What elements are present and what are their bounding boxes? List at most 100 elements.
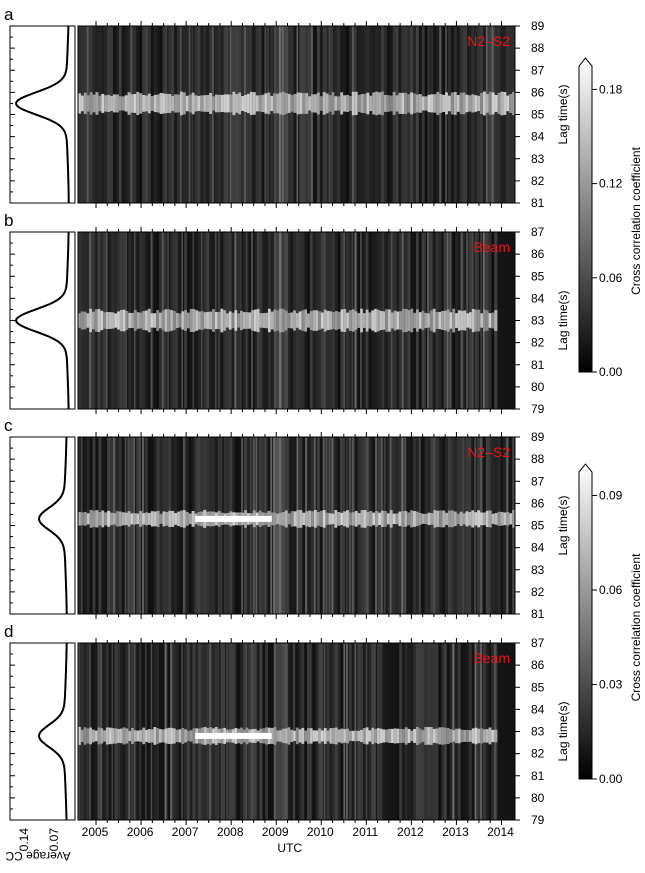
heatmap-band-cell (217, 94, 222, 113)
heatmap-band-cell (340, 728, 344, 744)
heatmap-band-cell (91, 311, 96, 330)
heatmap-band-cell (276, 730, 280, 742)
heatmap-band-cell (315, 310, 319, 331)
x-tick-label: 2008 (217, 825, 244, 839)
heatmap-band-cell (351, 730, 355, 742)
heatmap-band-cell (165, 93, 169, 114)
heatmap-column (506, 26, 510, 203)
heatmap-band-cell (395, 95, 399, 112)
heatmap-band-cell (175, 313, 179, 328)
heatmap-band-cell (374, 728, 378, 743)
heatmap-band-cell (98, 512, 102, 526)
heatmap-band-cell (232, 91, 236, 116)
heatmap-band-cell (186, 312, 191, 329)
heatmap-column (424, 437, 428, 614)
heatmap-band-cell (119, 728, 124, 744)
heatmap-column (494, 437, 498, 614)
heatmap-band-cell (203, 95, 207, 112)
average-cc-tick-label: 0.07 (47, 828, 61, 852)
heatmap-band-cell (284, 93, 289, 114)
heatmap-column (491, 437, 495, 614)
heatmap-band-cell (159, 513, 163, 524)
heatmap-band-cell (453, 511, 458, 527)
heatmap-band-cell (212, 96, 216, 111)
heatmap-band-cell (189, 308, 193, 332)
heatmap-band-cell (95, 92, 99, 115)
heatmap-band-cell (171, 510, 175, 527)
heatmap-band-cell (418, 94, 423, 113)
heatmap-band-cell (80, 311, 84, 330)
y-tick-label: 86 (531, 658, 545, 672)
heatmap-band-cell (214, 312, 219, 329)
heatmap-band-cell (145, 729, 149, 742)
heatmap-column (468, 26, 472, 203)
y-tick-label: 79 (531, 402, 545, 416)
heatmap-band-cell (477, 95, 481, 111)
heatmap-band-cell (147, 512, 152, 525)
heatmap-band-cell (142, 513, 146, 525)
heatmap-band-cell (491, 513, 495, 524)
heatmap-band-cell (104, 512, 108, 526)
heatmap-band-cell (124, 95, 128, 112)
heatmap-band-cell (115, 94, 120, 113)
heatmap-column (133, 26, 137, 203)
heatmap-band-cell (89, 727, 93, 745)
heatmap-streak (418, 437, 421, 614)
heatmap-column (112, 26, 117, 203)
heatmap-band-cell (150, 313, 154, 328)
heatmap-band-cell (110, 512, 114, 526)
heatmap-column (392, 437, 396, 614)
heatmap-band-cell (375, 511, 379, 527)
heatmap-band-cell (348, 730, 353, 741)
heatmap-band-cell (469, 730, 473, 742)
colorbar-title: Cross correlation coefficient (629, 146, 643, 295)
heatmap-column (185, 26, 190, 203)
heatmap-band-cell (331, 92, 335, 115)
heatmap-column (372, 437, 376, 614)
heatmap-band-cell (284, 728, 288, 744)
heatmap-band-cell (509, 513, 513, 525)
heatmap-streak (273, 437, 275, 614)
heatmap-column (456, 26, 461, 203)
heatmap-band-cell (86, 95, 91, 112)
heatmap-column (147, 437, 152, 614)
heatmap-band-cell (167, 727, 171, 744)
heatmap-band-cell (480, 92, 484, 114)
heatmap-band-cell (117, 311, 121, 330)
heatmap-column (497, 26, 501, 203)
y-tick-label: 81 (531, 769, 545, 783)
heatmap-band-cell (366, 511, 370, 526)
heatmap-streak (273, 232, 288, 409)
heatmap-band-cell (366, 92, 370, 115)
heatmap-band-cell (443, 310, 448, 331)
heatmap-band-cell (459, 92, 463, 115)
heatmap-column (136, 437, 140, 614)
heatmap-band-cell (127, 92, 131, 115)
heatmap-band-cell (107, 510, 111, 527)
heatmap-band-cell (415, 309, 420, 332)
heatmap-band-cell (125, 728, 129, 744)
heatmap-column (270, 26, 274, 203)
heatmap-band-cell (378, 92, 382, 115)
heatmap-column (147, 26, 152, 203)
heatmap-band-cell (267, 92, 271, 115)
heatmap-streak (142, 437, 144, 614)
heatmap-band-cell (153, 94, 158, 112)
heatmap-band-cell (156, 510, 160, 527)
heatmap-band-cell (186, 730, 191, 741)
heatmap-band-cell (133, 730, 138, 742)
y-tick-label: 89 (531, 19, 545, 33)
heatmap-band-cell (332, 728, 336, 744)
heatmap-band-cell (410, 510, 414, 528)
heatmap-band-cell (357, 730, 361, 741)
heatmap-band-cell (80, 95, 85, 112)
heatmap-band-cell (468, 95, 472, 112)
heatmap-streak (348, 437, 351, 614)
heatmap-band-cell (485, 310, 489, 331)
heatmap-band-cell (340, 512, 344, 525)
heatmap-band-cell (237, 313, 241, 328)
heatmap-streak (296, 26, 299, 203)
heatmap-band-cell (95, 510, 99, 528)
heatmap-band-cell (220, 94, 225, 112)
heatmap-band-cell (460, 729, 464, 743)
